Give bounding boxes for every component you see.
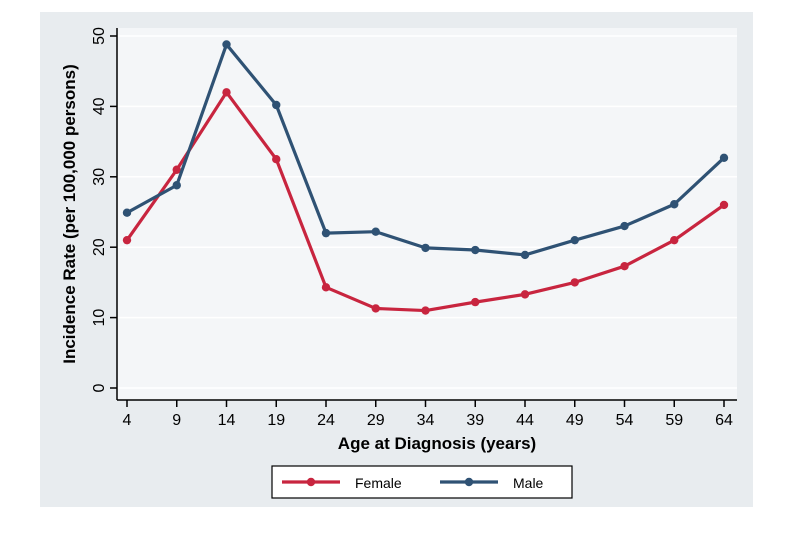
male-data-point [272,100,281,110]
female-data-point [471,297,480,307]
male-legend-marker [464,477,474,487]
female-data-point [719,200,729,210]
x-tick-label: 64 [715,412,733,429]
female-data-point [122,235,132,245]
female-data-point [670,235,679,245]
male-data-point [670,200,679,209]
plot-area-background [117,28,737,400]
y-tick-label: 50 [91,27,108,45]
legend: Female Male [271,465,573,499]
female-data-point [321,283,331,292]
x-axis-title: Age at Diagnosis (years) [338,434,536,453]
male-data-point [371,227,380,236]
x-tick-label: 4 [123,412,132,429]
male-data-point [122,208,132,217]
male-data-point [520,250,530,260]
x-tick-label: 19 [267,412,285,429]
x-tick-label: 54 [616,412,634,429]
series-lines [122,40,729,315]
y-tick-label: 10 [91,309,108,327]
x-tick-label: 29 [367,412,385,429]
axes [116,28,737,401]
female-data-point [421,306,430,315]
female-legend-label: Female [355,475,402,491]
male-legend-label: Male [513,475,544,491]
x-tick-label: 39 [466,412,484,429]
male-data-point [222,40,231,49]
male-data-point [172,181,181,190]
male-data-point [570,235,579,245]
x-tick-label: 24 [317,412,335,429]
x-tick-label: 34 [417,412,435,429]
x-tick-label: 59 [665,412,683,429]
female-data-point [371,304,380,313]
y-tick-label: 0 [91,383,108,392]
male-data-point [471,245,480,255]
female-legend-marker [306,477,316,487]
male-data-point [719,153,729,162]
female-data-point [520,290,530,299]
legend-items: Female Male [282,475,544,491]
x-tick-label: 9 [172,412,181,429]
female-data-point [222,88,231,97]
female-data-point [620,262,629,271]
y-tick-label: 30 [91,168,108,186]
y-axis-title: Incidence Rate (per 100,000 persons) [60,64,79,364]
male-data-point [620,221,629,231]
y-tick-label: 20 [91,238,108,256]
y-tick-label: 40 [91,97,108,115]
x-tick-label: 44 [516,412,534,429]
male-data-point [321,228,331,238]
male-data-point [421,243,430,253]
x-tick-label: 14 [218,412,236,429]
female-data-point [272,155,281,164]
female-data-point [172,165,181,174]
female-data-point [570,278,579,287]
x-tick-label: 49 [566,412,584,429]
